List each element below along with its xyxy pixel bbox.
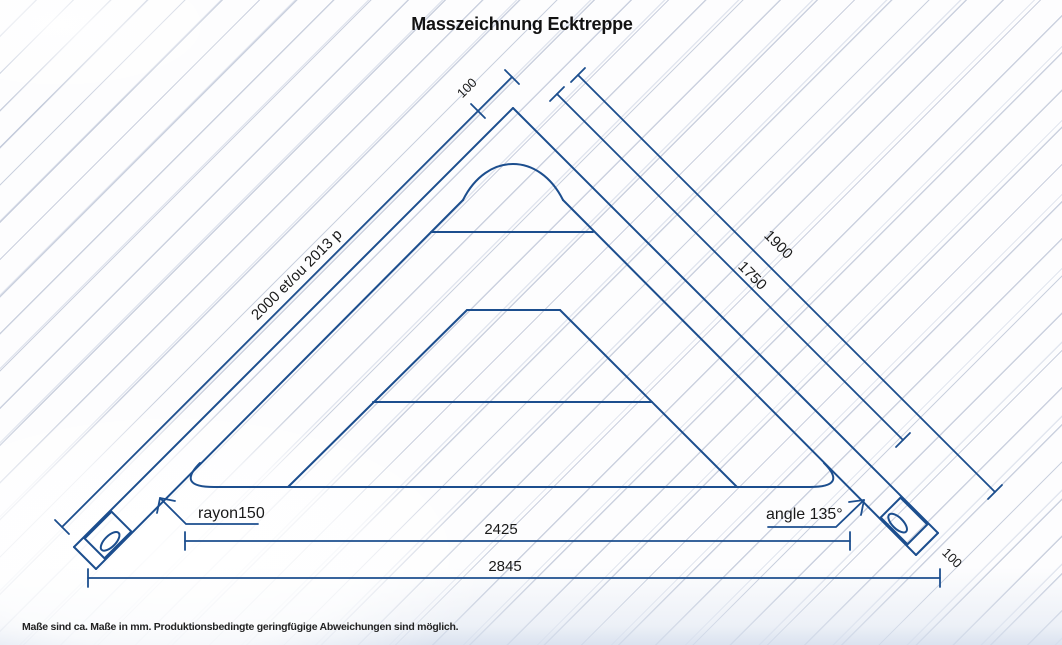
dim-label-top-thickness: 100 [454, 75, 480, 101]
mounting-slot-left [83, 510, 133, 560]
dimension-1900: 1900 [570, 67, 1003, 500]
middle-step-left-side [287, 309, 468, 488]
mounting-slot-right [879, 496, 929, 546]
leader-line [767, 499, 865, 528]
dimension-left-length: 2000 et/ou 2013 p 100 [54, 69, 520, 535]
inner-corner-dome [462, 163, 564, 201]
bottom-front-edge [189, 462, 835, 488]
dim-label-angle: angle 135° [766, 506, 843, 523]
right-wall-inner-edge [562, 199, 917, 556]
left-wall-outer-edge [73, 107, 514, 548]
staircase-walls [73, 107, 939, 570]
callout-radius: rayon150 [156, 497, 265, 525]
dimension-tick [895, 432, 911, 448]
dimension-tick [570, 67, 586, 83]
dim-label-overall-width: 2845 [488, 558, 521, 575]
dimension-2845: 2845 [87, 558, 941, 588]
leader-line [159, 497, 259, 525]
callout-angle: angle 135° [766, 499, 865, 528]
middle-step-right-side [559, 309, 738, 488]
dimension-tick [54, 519, 70, 535]
dim-label-right-thickness: 100 [939, 545, 965, 571]
dim-label-inner-width: 2425 [484, 521, 517, 538]
dimension-1750: 1750 [549, 86, 911, 448]
dimension-line [556, 93, 904, 441]
dim-label-left-stringer: 2000 et/ou 2013 p [248, 226, 346, 324]
dimension-tick [504, 69, 520, 85]
footer-note: Maße sind ca. Maße in mm. Produktionsbed… [22, 621, 459, 633]
leader-arrowhead [156, 497, 176, 514]
right-wall-end-cap [915, 532, 939, 556]
left-wall-end-cap [73, 546, 97, 570]
dimension-tick [470, 103, 486, 119]
slot-plate-right [879, 496, 929, 546]
slot-hole-right [887, 512, 908, 534]
dimension-line [577, 74, 996, 493]
staircase-steps [189, 231, 835, 488]
slot-hole-left [99, 531, 121, 552]
dim-label-right-outer: 1900 [760, 227, 796, 263]
slot-plate-left [83, 510, 133, 560]
dimension-2425: 2425 [184, 521, 851, 551]
right-wall-outer-edge [512, 107, 939, 534]
dimension-tick [987, 484, 1003, 500]
leader-arrowhead [848, 499, 865, 516]
dimension-tick [549, 86, 565, 102]
dim-label-radius: rayon150 [198, 505, 265, 522]
left-wall-inner-edge [95, 199, 464, 570]
drawing-title: Masszeichnung Ecktreppe [411, 14, 633, 34]
dimension-line [61, 76, 513, 528]
